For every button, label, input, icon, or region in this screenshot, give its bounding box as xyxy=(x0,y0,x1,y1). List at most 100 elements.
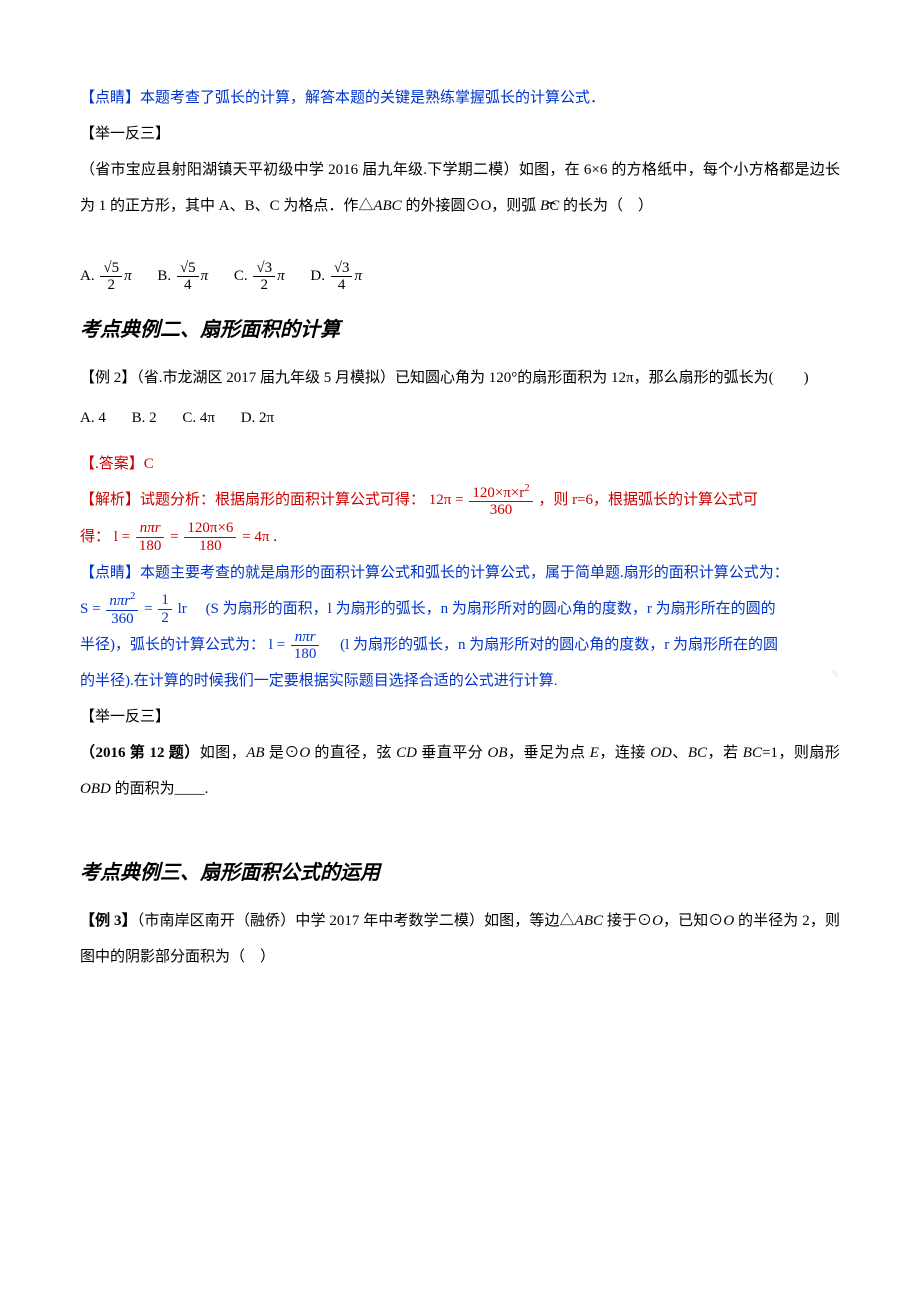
c1c-num: √3 xyxy=(253,260,275,278)
ex3-o: O xyxy=(652,913,663,929)
ex2-ept: E xyxy=(590,745,599,761)
eq2d1: 180 xyxy=(136,538,165,555)
choice-1a: A. √52π xyxy=(80,258,132,294)
eq2-end: . xyxy=(273,529,277,545)
comment-2-line2: S = nπr2 360 = 12 lr (S 为扇形的面积，l 为扇形的弧长，… xyxy=(80,591,840,628)
choice-1c: C. √32π xyxy=(234,258,285,294)
ex2-od: OD xyxy=(650,745,672,761)
ex3-o2: O xyxy=(723,913,734,929)
c1b-num: √5 xyxy=(177,260,199,278)
ex2-b: 如图， xyxy=(200,745,247,761)
c2-l3-a: 半径)，弧长的计算公式为： xyxy=(80,637,265,653)
choice-2d: D. 2π xyxy=(241,400,274,436)
eq1-frac: 120×π×r2 360 xyxy=(469,483,532,519)
eq1-lhs: 12π = xyxy=(429,492,464,508)
analysis-2-line1: 【解析】试题分析：根据扇形的面积计算公式可得： 12π = 120×π×r2 3… xyxy=(80,482,840,519)
eq2n1: nπr xyxy=(136,520,165,538)
example-3: 【例 3】（市南岸区南开（融侨）中学 2017 年中考数学二模）如图，等边△AB… xyxy=(80,903,840,975)
c1d-num: √3 xyxy=(331,260,353,278)
choice-1b: B. √54π xyxy=(157,258,208,294)
choice-1b-frac: √54 xyxy=(177,260,199,294)
section-heading-2: 考点典例二、扇形面积的计算 xyxy=(80,306,840,354)
ex3-abc: ABC xyxy=(575,913,603,929)
ex3-b: （市南岸区南开（融侨）中学 2017 年中考数学二模）如图，等边△ xyxy=(137,913,575,929)
ex2-e: 垂直平分 xyxy=(417,745,488,761)
eq3-mid: = xyxy=(144,601,152,617)
comment-2-line3: 半径)，弧长的计算公式为： l = nπr180 (l 为扇形的弧长，n 为扇形… xyxy=(80,627,840,663)
ex2-bc: BC xyxy=(688,745,707,761)
ex3-c: 接于⊙ xyxy=(603,913,652,929)
comment-2-line4: 的半径).在计算的时候我们一定要根据实际题目选择合适的公式进行计算. xyxy=(80,663,840,699)
choice-1a-frac: √52 xyxy=(100,260,122,294)
comment-1: 【点睛】本题考查了弧长的计算，解答本题的关键是熟练掌握弧长的计算公式． xyxy=(80,80,840,116)
c1d-den: 4 xyxy=(331,277,353,294)
eq3-sup: 2 xyxy=(130,591,135,602)
example-2: 【例 2】（省.市龙湖区 2017 届九年级 5 月模拟）已知圆心角为 120°… xyxy=(80,360,840,396)
eq3n1: nπr xyxy=(109,593,130,609)
c1c-suf: π xyxy=(277,268,285,284)
ex2-j: =1，则扇形 xyxy=(762,745,840,761)
eq1-num-t: 120×π×r xyxy=(472,485,524,501)
c1a-num: √5 xyxy=(100,260,122,278)
ex2-i: ，若 xyxy=(707,745,743,761)
ex2-bold: （2016 第 12 题） xyxy=(80,745,200,761)
ex2-ob: OB xyxy=(488,745,508,761)
choice-1a-label: A. xyxy=(80,268,95,284)
choice-1c-label: C. xyxy=(234,268,248,284)
eq3n1w: nπr2 xyxy=(106,591,138,611)
eq1-den: 360 xyxy=(469,502,532,519)
eq2-mid: = xyxy=(170,529,178,545)
arc-bc: BC xyxy=(540,198,559,214)
ex2-obd: OBD xyxy=(80,781,111,797)
ex2-cd: CD xyxy=(396,745,417,761)
eq3-f2: 12 xyxy=(158,592,172,626)
c1b-den: 4 xyxy=(177,277,199,294)
section-heading-3: 考点典例三、扇形面积公式的运用 xyxy=(80,849,840,897)
ex1-abc: ABC xyxy=(373,198,401,214)
eq1-num: 120×π×r2 xyxy=(469,483,532,503)
eq3d2: 2 xyxy=(158,610,172,627)
ex2-bc2: BC xyxy=(743,745,762,761)
eq3-rhs: lr xyxy=(178,601,187,617)
ex2-g: ，连接 xyxy=(599,745,650,761)
eq2-f1: nπr180 xyxy=(136,520,165,554)
eq3-f1: nπr2 360 xyxy=(106,591,138,627)
c1b-suf: π xyxy=(201,268,209,284)
answer-2: 【.答案】C xyxy=(80,446,840,482)
lift-two: 【举一反三】 xyxy=(80,699,840,735)
eq3-lhs: S = xyxy=(80,601,101,617)
ex2-ab: AB xyxy=(246,745,264,761)
eq4d: 180 xyxy=(291,646,320,663)
an2-c: 得： xyxy=(80,529,110,545)
ex3-bold: 【例 3】 xyxy=(80,913,137,929)
lift-one: 【举一反三】 xyxy=(80,116,840,152)
ex2-d: 的直径，弦 xyxy=(310,745,396,761)
exercise-1: （省市宝应县射阳湖镇天平初级中学 2016 届九年级.下学期二模）如图，在 6×… xyxy=(80,152,840,224)
comment-2-line1: 【点睛】本题主要考查的就是扇形的面积计算公式和弧长的计算公式，属于简单题.扇形的… xyxy=(80,555,840,591)
choice-1c-frac: √32 xyxy=(253,260,275,294)
eq3n2: 1 xyxy=(158,592,172,610)
ex2-f: ，垂足为点 xyxy=(508,745,590,761)
choices-1: A. √52π B. √54π C. √32π D. √34π xyxy=(80,258,840,294)
eq2n2: 120π×6 xyxy=(184,520,236,538)
ex3-d: ，已知⊙ xyxy=(663,913,723,929)
an2-b: ，则 r=6，根据弧长的计算公式可 xyxy=(538,492,758,508)
ex2-c: 是⊙ xyxy=(265,745,300,761)
choice-1d-frac: √34 xyxy=(331,260,353,294)
ex2-k: 的面积为____. xyxy=(111,781,209,797)
eq4n: nπr xyxy=(291,629,320,647)
choices-2: A. 4 B. 2 C. 4π D. 2π xyxy=(80,400,840,436)
eq2-f2: 120π×6180 xyxy=(184,520,236,554)
choice-1d: D. √34π xyxy=(310,258,362,294)
choice-2b: B. 2 xyxy=(132,400,157,436)
c1a-suf: π xyxy=(124,268,132,284)
choice-2c: C. 4π xyxy=(182,400,215,436)
eq1-sup: 2 xyxy=(524,483,529,494)
c2-l2-tail: (S 为扇形的面积，l 为扇形的弧长，n 为扇形所对的圆心角的度数，r 为扇形所… xyxy=(191,601,776,617)
choice-1d-label: D. xyxy=(310,268,325,284)
c1d-suf: π xyxy=(354,268,362,284)
eq2d2: 180 xyxy=(184,538,236,555)
c1a-den: 2 xyxy=(100,277,122,294)
ex1-text-b: 的外接圆⊙O，则弧 xyxy=(402,198,540,214)
c2-l3-b: (l 为扇形的弧长，n 为扇形所对的圆心角的度数，r 为扇形所在的圆 xyxy=(325,637,778,653)
